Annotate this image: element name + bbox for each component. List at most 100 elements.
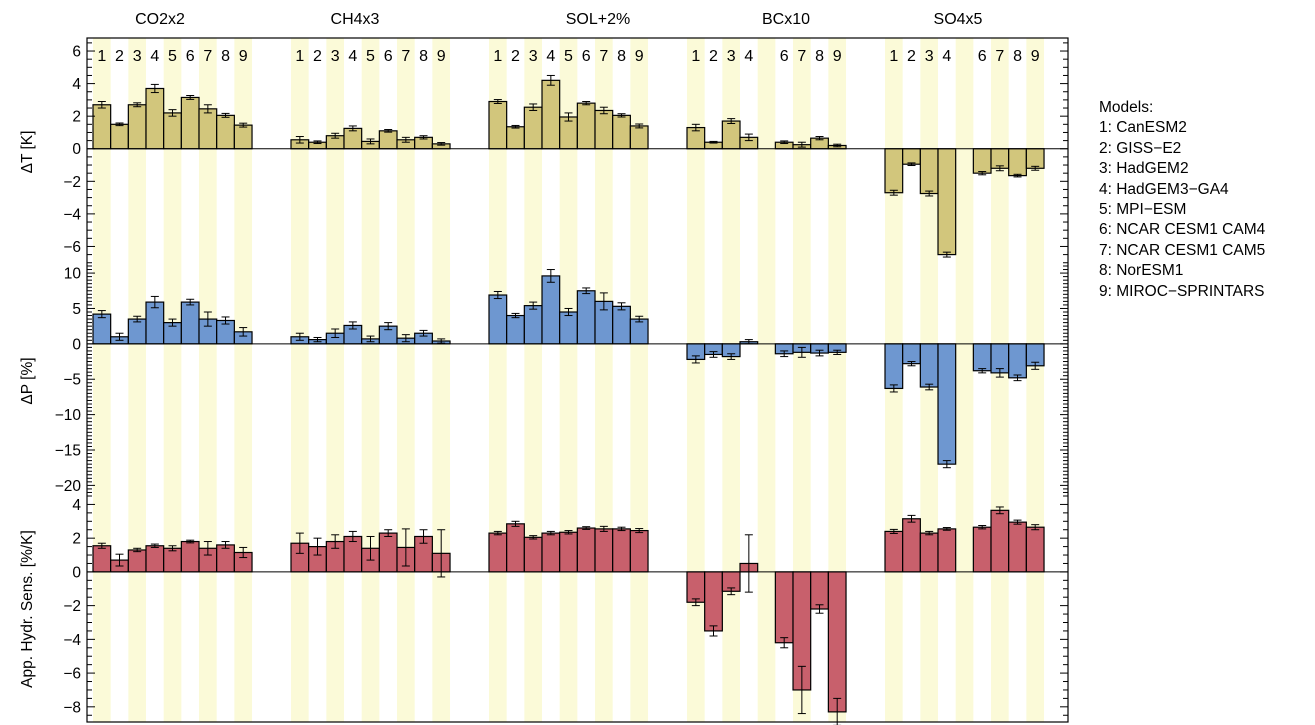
model-number: 2 — [313, 48, 322, 65]
y-tick-label: 0 — [72, 141, 81, 158]
bar — [163, 112, 182, 150]
bar — [488, 532, 508, 573]
bar — [937, 528, 957, 573]
bar — [972, 148, 992, 174]
bar — [145, 545, 165, 573]
bar — [180, 540, 200, 573]
model-number: 9 — [437, 48, 446, 65]
model-number: 3 — [331, 48, 340, 65]
model-number: 6 — [186, 48, 195, 65]
bar — [576, 290, 596, 345]
bar — [902, 518, 921, 573]
bar — [198, 108, 218, 150]
bar — [180, 301, 200, 345]
highlight-stripe — [955, 38, 974, 722]
bar — [1008, 148, 1027, 177]
model-number: 2 — [709, 48, 718, 65]
highlight-stripe — [828, 38, 847, 722]
bar — [884, 530, 904, 573]
bar — [378, 130, 398, 150]
y-tick-label: 4 — [72, 76, 81, 93]
model-number: 1 — [295, 48, 304, 65]
model-number: 3 — [925, 48, 934, 65]
y-tick-label: 4 — [72, 497, 81, 514]
bar — [216, 544, 235, 573]
bar — [774, 571, 794, 644]
model-number: 8 — [617, 48, 626, 65]
bar — [810, 571, 829, 610]
bar — [1025, 526, 1045, 573]
y-tick-label: −6 — [63, 239, 81, 256]
model-number: 1 — [493, 48, 502, 65]
y-tick-label: −2 — [63, 598, 81, 615]
model-number: 1 — [691, 48, 700, 65]
legend-item: 4: HadGEM3−GA4 — [1099, 180, 1229, 198]
bar — [127, 104, 147, 150]
y-tick-label: 0 — [72, 336, 81, 353]
bar — [145, 301, 165, 345]
y-tick-label: −6 — [63, 666, 81, 683]
model-number: 9 — [635, 48, 644, 65]
y-axis-label: ΔP [%] — [19, 357, 36, 404]
temperature-panel: 6 4 2 0 −2 −4 −6 ΔT [K] — [19, 42, 1068, 264]
model-number: 1 — [97, 48, 106, 65]
model-number: 8 — [1013, 48, 1022, 65]
bar — [919, 148, 939, 195]
bar — [523, 106, 543, 150]
model-number: 7 — [401, 48, 410, 65]
model-number: 4 — [348, 48, 357, 65]
highlight-stripe — [234, 38, 253, 722]
bar — [1008, 521, 1027, 573]
bar — [378, 532, 398, 573]
models-legend: Models: 1: CanESM2 2: GISS−E2 3: HadGEM2… — [1099, 98, 1265, 302]
legend-item: 1: CanESM2 — [1099, 119, 1187, 137]
y-tick-label: −20 — [55, 478, 82, 495]
bar — [704, 571, 723, 632]
bar — [612, 305, 631, 345]
y-tick-label: −5 — [63, 372, 81, 389]
model-number: 8 — [815, 48, 824, 65]
model-number: 4 — [744, 48, 753, 65]
experiment-title: SOL+2% — [566, 11, 630, 28]
y-tick-label: −4 — [63, 632, 81, 649]
bar — [506, 314, 525, 345]
bar — [92, 545, 112, 573]
plot-frame — [86, 37, 1069, 723]
bar — [919, 532, 939, 573]
bar — [629, 318, 649, 345]
model-number: 6 — [582, 48, 591, 65]
highlight-stripe — [991, 38, 1009, 722]
y-tick-label: −15 — [55, 443, 81, 460]
bar — [541, 275, 561, 345]
model-number: 9 — [239, 48, 248, 65]
model-number: 5 — [564, 48, 573, 65]
model-number: 6 — [384, 48, 393, 65]
model-number: 5 — [366, 48, 375, 65]
bar — [92, 313, 112, 345]
model-number: 9 — [833, 48, 842, 65]
bar — [919, 343, 939, 388]
model-number: 7 — [599, 48, 608, 65]
bar — [180, 96, 200, 150]
legend-title: Models: — [1099, 99, 1154, 116]
legend-item: 7: NCAR CESM1 CAM5 — [1099, 241, 1266, 259]
bar — [576, 102, 596, 150]
experiment-title: CH4x3 — [331, 11, 380, 28]
y-tick-label: 10 — [64, 266, 82, 283]
model-number: 2 — [907, 48, 916, 65]
bar — [233, 124, 253, 150]
model-number: 4 — [942, 48, 951, 65]
highlight-stripe — [722, 38, 741, 722]
y-tick-label: 5 — [72, 301, 81, 318]
model-number: 8 — [419, 48, 428, 65]
bar — [594, 528, 614, 573]
bar — [629, 125, 649, 150]
bar — [902, 148, 921, 165]
bar — [1008, 343, 1027, 379]
bar — [884, 343, 904, 390]
bar — [216, 114, 235, 150]
legend-item: 9: MIROC−SPRINTARS — [1099, 282, 1265, 300]
legend-item: 6: NCAR CESM1 CAM4 — [1099, 221, 1266, 239]
bar — [110, 123, 129, 150]
